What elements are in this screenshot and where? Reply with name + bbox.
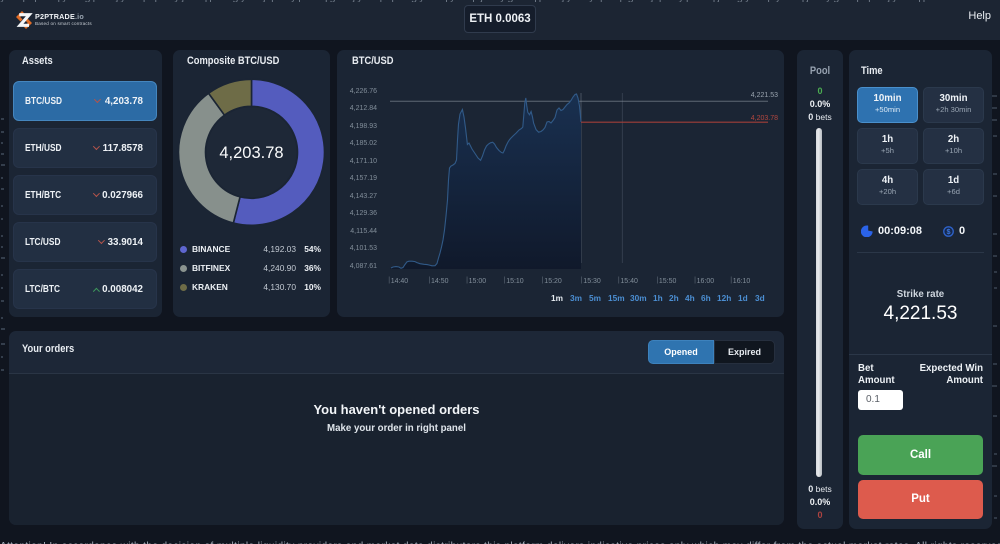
svg-text:$: $	[947, 227, 951, 236]
